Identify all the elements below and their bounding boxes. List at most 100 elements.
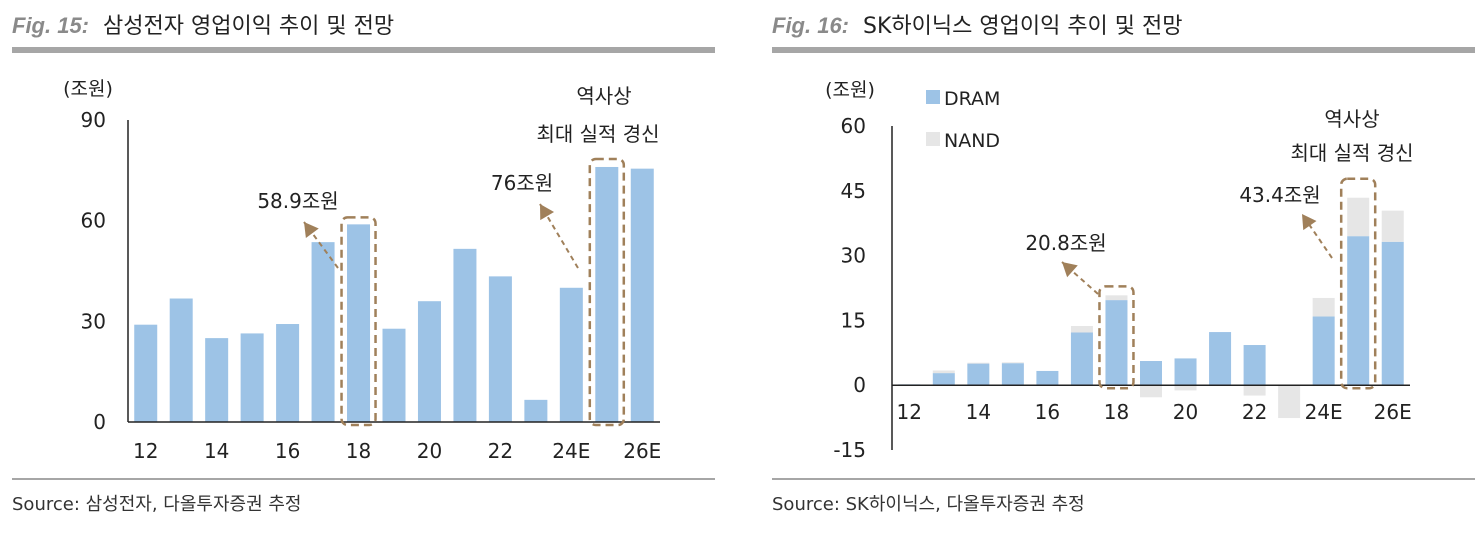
bar-23: [524, 399, 548, 422]
nand-bar-26E: [1381, 210, 1404, 242]
x-tick-label: 16: [275, 439, 300, 463]
dram-bar-19: [1140, 361, 1162, 386]
annotation-record-line1: 역사상: [1324, 107, 1379, 131]
annotation-label-25e: 76조원: [491, 171, 553, 195]
nand-bar-18: [1105, 295, 1128, 301]
y-tick-label: 60: [841, 114, 866, 138]
bar-25E: [595, 166, 619, 422]
nand-bar-15: [1001, 362, 1024, 364]
bar-19: [382, 328, 406, 422]
right-figure-panel: Fig. 16: SK하이닉스 영업이익 추이 및 전망 (조원) -15 0 15 30…: [760, 0, 1475, 536]
legend-swatch-dram: [926, 90, 940, 104]
nand-bar-25E: [1347, 197, 1370, 237]
x-tick-label: 18: [1104, 400, 1129, 424]
nand-bar-23: [1278, 385, 1301, 419]
bar-22: [488, 276, 512, 422]
x-tick-label: 14: [204, 439, 229, 463]
bar-21: [453, 248, 477, 422]
x-tick-label: 26E: [1374, 400, 1412, 424]
highlight-box-25e: [588, 157, 626, 427]
dram-bar-21: [1209, 332, 1232, 386]
left-figure-panel: Fig. 15: 삼성전자 영업이익 추이 및 전망 (조원) 0 30 60 90 12 1…: [0, 0, 730, 536]
right-unit-label: (조원): [825, 79, 875, 101]
right-figure-title: Fig. 16: SK하이닉스 영업이익 추이 및 전망: [772, 8, 1183, 40]
right-source: Source: SK하이닉스, 다올투자증권 추정: [772, 494, 1085, 515]
x-tick-label: 22: [488, 439, 513, 463]
dram-bar-13: [932, 373, 955, 386]
dram-bar-20: [1174, 358, 1197, 386]
bar-24E: [559, 287, 583, 422]
dram-bar-15: [1001, 363, 1024, 386]
y-tick-label: 90: [81, 108, 106, 132]
left-figure-title: Fig. 15: 삼성전자 영업이익 추이 및 전망: [12, 8, 394, 40]
left-title-rule: [12, 47, 715, 53]
y-tick-label: 45: [841, 179, 866, 203]
x-tick-label: 12: [897, 400, 922, 424]
nand-bar-20: [1174, 385, 1197, 391]
bar-26E: [630, 168, 654, 422]
left-bottom-rule: [12, 478, 715, 480]
bar-18: [347, 224, 371, 422]
annotation-label-25e: 43.4조원: [1239, 183, 1320, 207]
x-tick-label: 18: [346, 439, 371, 463]
annotation-arrow-18-head: [1062, 262, 1078, 278]
y-tick-label: 15: [841, 308, 866, 332]
bar-16: [276, 324, 300, 422]
dram-bar-24E: [1312, 316, 1335, 386]
nand-bar-17: [1070, 326, 1093, 333]
nand-bar-13: [932, 370, 955, 374]
bar-14: [205, 338, 229, 422]
bar-15: [240, 333, 264, 422]
bar-17: [311, 242, 335, 422]
right-stacked-bar-chart: (조원) -15 0 15 30 45 60 DRAM NAND 12 14 16 18 20 22 24E 2…: [825, 79, 1413, 462]
x-tick-label: 22: [1242, 400, 1267, 424]
left-bar-chart: (조원) 0 30 60 90 12 14 16 18 20 22 24E 26E 58.9조원 76조원 역…: [63, 78, 661, 463]
left-title-text: 삼성전자 영업이익 추이 및 전망: [103, 14, 395, 39]
left-figure-label: Fig. 15:: [12, 13, 90, 38]
bar-12: [134, 324, 158, 422]
x-tick-label: 20: [417, 439, 442, 463]
dram-bar-16: [1036, 370, 1059, 386]
right-title-text: SK하이닉스 영업이익 추이 및 전망: [863, 14, 1183, 39]
dram-bar-25E: [1347, 236, 1370, 386]
y-tick-label: 0: [853, 373, 866, 397]
annotation-arrow-18-head: [304, 222, 319, 239]
left-unit-label: (조원): [63, 78, 113, 100]
annotation-record-line2: 최대 실적 경신: [1290, 141, 1413, 165]
dram-bar-22: [1243, 345, 1266, 386]
highlight-box-25e: [1339, 177, 1377, 390]
annotation-label-18: 20.8조원: [1025, 231, 1106, 255]
y-tick-label: -15: [833, 438, 866, 462]
y-tick-label: 30: [81, 309, 106, 333]
annotation-arrow-25e-head: [540, 204, 555, 221]
left-source: Source: 삼성전자, 다올투자증권 추정: [12, 494, 302, 515]
dram-bar-26E: [1381, 241, 1404, 386]
dram-bar-17: [1070, 332, 1093, 386]
x-tick-label: 24E: [1305, 400, 1343, 424]
y-tick-label: 60: [81, 209, 106, 233]
right-title-rule: [772, 47, 1475, 53]
annotation-arrow-25e-line: [539, 203, 579, 269]
nand-bar-14: [967, 362, 990, 364]
x-tick-label: 26E: [623, 439, 661, 463]
x-tick-label: 24E: [552, 439, 590, 463]
bar-13: [169, 298, 193, 422]
highlight-box-18: [340, 216, 377, 427]
annotation-arrow-25e-head: [1302, 214, 1317, 231]
annotation-record-line1: 역사상: [576, 84, 631, 108]
nand-bar-19: [1140, 385, 1162, 398]
legend-swatch-nand: [926, 132, 940, 146]
annotation-label-18: 58.9조원: [257, 189, 338, 213]
legend-label-nand: NAND: [944, 130, 1000, 152]
right-figure-label: Fig. 16:: [772, 13, 850, 38]
x-tick-label: 20: [1173, 400, 1198, 424]
x-tick-label: 14: [966, 400, 991, 424]
x-tick-label: 12: [133, 439, 158, 463]
right-bottom-rule: [772, 478, 1475, 480]
y-tick-label: 30: [841, 244, 866, 268]
annotation-record-line2: 최대 실적 경신: [536, 122, 659, 146]
bar-20: [417, 301, 441, 422]
nand-bar-24E: [1312, 297, 1335, 317]
legend-label-dram: DRAM: [944, 88, 1000, 110]
y-tick-label: 0: [93, 410, 106, 434]
